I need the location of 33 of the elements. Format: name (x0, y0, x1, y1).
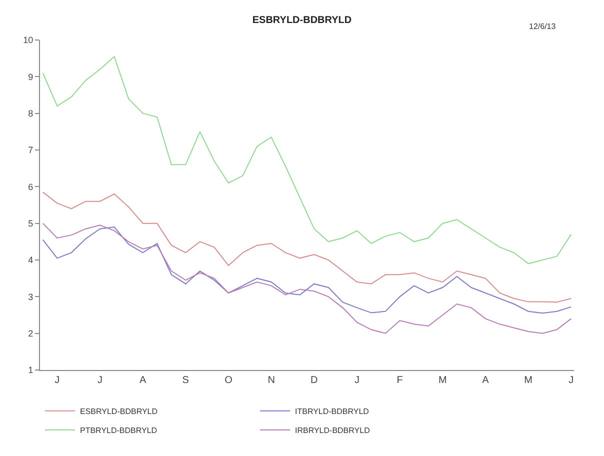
legend-label: ESBRYLD-BDBRYLD (80, 407, 158, 416)
y-tick-label: 1 (28, 365, 34, 376)
y-tick-label: 10 (23, 35, 34, 46)
legend-label: IRBRYLD-BDBRYLD (295, 426, 370, 436)
chart-title: ESBRYLD-BDBRYLD (252, 14, 352, 26)
x-tick-label: N (268, 375, 275, 386)
x-tick-label: S (182, 375, 190, 386)
x-tick-label: M (524, 375, 532, 386)
x-tick-label: J (354, 375, 360, 386)
y-tick-label: 5 (28, 218, 34, 228)
x-tick-label: J (97, 375, 102, 386)
y-tick-label: 9 (28, 72, 34, 82)
x-tick-label: M (438, 375, 447, 386)
line-series (42, 226, 572, 314)
x-tick-label: D (310, 375, 318, 386)
line-series (42, 56, 572, 264)
chart-subtitle: 12/6/13 (529, 22, 556, 31)
x-tick-label: A (139, 375, 146, 386)
y-tick-label: 8 (28, 108, 34, 118)
x-tick-label: J (54, 375, 60, 386)
x-tick-label: O (224, 375, 233, 386)
y-tick-label: 2 (28, 328, 34, 338)
line-series (42, 192, 572, 303)
x-tick-label: A (482, 375, 490, 386)
y-tick-label: 4 (28, 255, 34, 266)
line-series (42, 222, 572, 334)
legend-label: PTBRYLD-BDBRYLD (80, 426, 158, 436)
y-tick-label: 6 (28, 182, 34, 192)
y-tick-label: 7 (28, 145, 34, 156)
x-tick-label: J (568, 375, 574, 386)
x-tick-label: F (396, 375, 403, 386)
y-tick-label: 3 (28, 292, 34, 302)
legend-label: ITBRYLD-BDBRYLD (295, 407, 370, 416)
